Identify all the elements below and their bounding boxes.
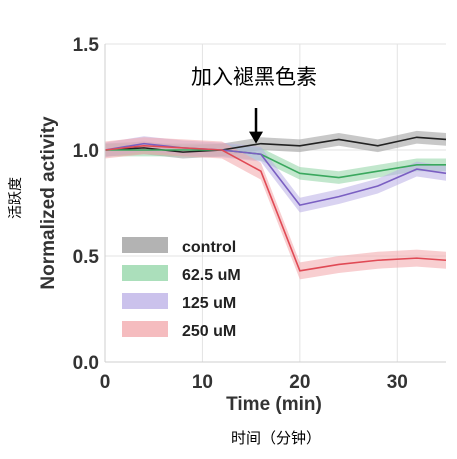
x-tick-label: 20 bbox=[289, 372, 310, 393]
annotation-text: 加入褪黑色素 bbox=[191, 66, 317, 89]
legend: control 62.5 uM 125 uM 250 uM bbox=[122, 237, 241, 340]
x-axis-sublabel: 时间（分钟） bbox=[231, 430, 321, 447]
y-axis-sublabel: 活跃度 bbox=[7, 177, 23, 219]
y-tick-label: 1.5 bbox=[73, 35, 100, 56]
series-line-250-um bbox=[104, 144, 447, 272]
legend-swatch-250-um bbox=[122, 321, 168, 337]
x-tick-label: 30 bbox=[387, 372, 408, 393]
legend-label-control: control bbox=[182, 239, 236, 256]
tick-labels: 0 10 20 30 0.0 0.5 1.0 1.5 bbox=[73, 35, 408, 393]
down-arrow-icon bbox=[249, 108, 264, 144]
annotation: 加入褪黑色素 bbox=[191, 66, 317, 144]
legend-swatch-62-5-um bbox=[122, 265, 168, 281]
legend-swatch-125-um bbox=[122, 293, 168, 309]
legend-label-62-5-um: 62.5 uM bbox=[182, 267, 241, 284]
y-axis-label: Normalized activity bbox=[38, 116, 59, 290]
y-tick-label: 1.0 bbox=[73, 141, 99, 162]
series-line-125-um bbox=[104, 142, 447, 207]
x-tick-label: 10 bbox=[192, 372, 213, 393]
confidence-bands bbox=[105, 130, 446, 280]
axes bbox=[104, 44, 446, 363]
legend-label-125-um: 125 uM bbox=[182, 295, 236, 312]
series-line-62-5-um bbox=[105, 149, 446, 179]
x-tick-label: 0 bbox=[100, 372, 111, 393]
legend-label-250-um: 250 uM bbox=[182, 323, 236, 340]
y-tick-label: 0.5 bbox=[73, 247, 100, 268]
legend-swatch-control bbox=[122, 237, 168, 253]
series-lines bbox=[104, 136, 447, 272]
x-axis-label: Time (min) bbox=[226, 394, 322, 415]
y-tick-label: 0.0 bbox=[73, 353, 99, 374]
